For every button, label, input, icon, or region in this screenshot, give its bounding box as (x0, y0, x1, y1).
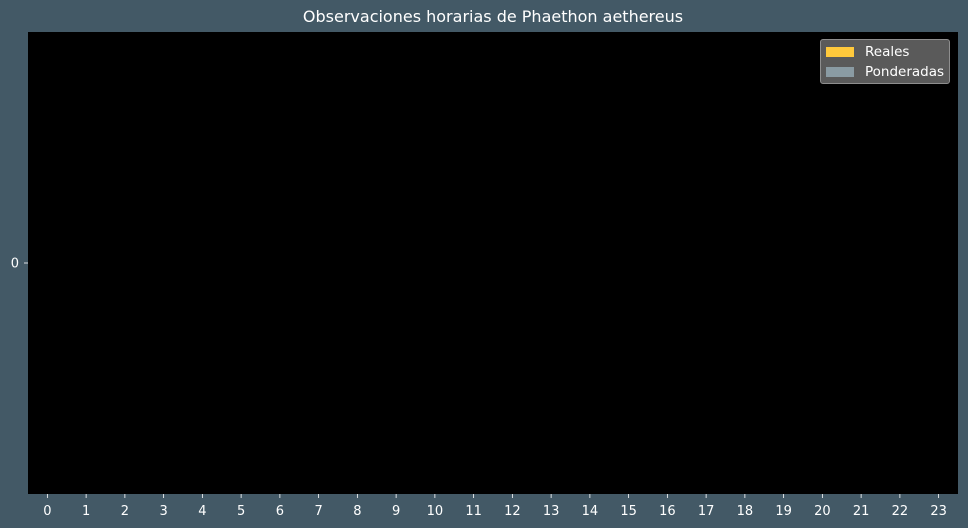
plot-area (28, 32, 958, 494)
x-tick-label: 9 (392, 504, 400, 519)
x-tick-label: 12 (504, 504, 521, 519)
x-tick-label: 11 (465, 504, 482, 519)
x-tick-label: 8 (353, 504, 361, 519)
chart-title: Observaciones horarias de Phaethon aethe… (302, 7, 684, 26)
x-tick-label: 3 (159, 504, 167, 519)
legend-swatch-ponderadas (826, 67, 854, 77)
x-tick-label: 16 (659, 504, 676, 519)
x-tick-label: 13 (543, 504, 560, 519)
x-tick-label: 17 (698, 504, 715, 519)
x-tick-label: 7 (314, 504, 322, 519)
x-tick-label: 10 (427, 504, 444, 519)
x-tick-label: 19 (775, 504, 792, 519)
x-tick-label: 0 (43, 504, 51, 519)
x-tick-label: 15 (620, 504, 637, 519)
x-tick-label: 2 (121, 504, 129, 519)
legend-label-ponderadas: Ponderadas (865, 64, 945, 80)
x-tick-label: 4 (198, 504, 206, 519)
y-axis-ticks: 0 (11, 257, 28, 272)
y-tick-label: 0 (11, 257, 19, 272)
x-tick-label: 22 (892, 504, 909, 519)
legend-label-reales: Reales (865, 44, 910, 60)
x-tick-label: 14 (582, 504, 599, 519)
legend-swatch-reales (826, 47, 854, 57)
legend-item-reales: Reales (826, 43, 909, 61)
x-tick-label: 21 (853, 504, 870, 519)
x-tick-label: 6 (276, 504, 284, 519)
x-tick-label: 20 (814, 504, 831, 519)
x-tick-label: 1 (82, 504, 90, 519)
x-tick-label: 18 (737, 504, 754, 519)
x-axis-ticks: 0 1 2 3 4 5 6 7 8 9 10 11 12 13 14 15 16 17 18 19 20 21 22 23 (43, 494, 947, 519)
legend-item-ponderadas: Ponderadas (826, 63, 944, 81)
x-tick-label: 5 (237, 504, 245, 519)
x-tick-label: 23 (930, 504, 947, 519)
legend: Reales Ponderadas (820, 39, 950, 84)
